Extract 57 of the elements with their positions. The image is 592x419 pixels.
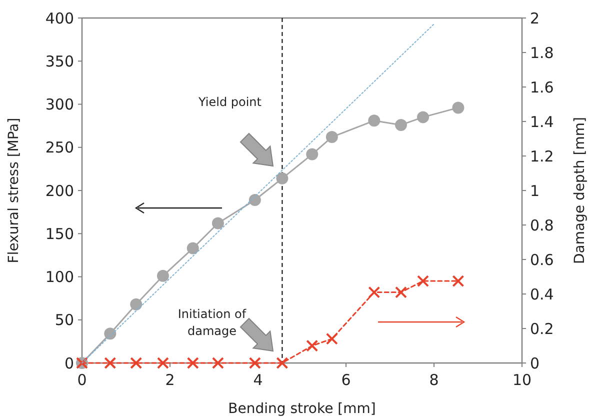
point xyxy=(452,102,464,114)
point xyxy=(186,357,199,369)
y-tick-label: 200 xyxy=(45,182,74,200)
y2-axis-title: Damage depth [mm] xyxy=(572,117,588,264)
y-tick-label: 100 xyxy=(45,268,74,286)
y2-tick-label: 0 xyxy=(530,354,540,372)
point xyxy=(276,357,288,369)
point xyxy=(368,286,380,298)
point xyxy=(276,172,288,184)
point xyxy=(395,286,407,298)
point xyxy=(452,275,464,288)
point xyxy=(130,357,142,369)
annotation: Initiation of damage xyxy=(178,307,247,338)
y2-tick-label: 0.8 xyxy=(530,216,554,234)
point xyxy=(186,242,199,254)
y-tick-label: 350 xyxy=(45,52,74,70)
y2-tick-label: 0.2 xyxy=(530,320,554,338)
point xyxy=(156,357,169,369)
x-tick-label: 0 xyxy=(77,371,87,389)
y-tick-label: 50 xyxy=(54,311,74,330)
y2-tick-label: 1.2 xyxy=(530,147,554,166)
y2-tick-label: 0.6 xyxy=(530,250,554,269)
y-tick-label: 400 xyxy=(45,9,74,28)
y-tick-label: 300 xyxy=(45,96,74,114)
y2-tick-label: 2 xyxy=(530,9,540,28)
x-tick-label: 8 xyxy=(429,371,439,389)
point xyxy=(368,114,380,127)
y2-tick-label: 1.8 xyxy=(530,44,554,62)
y2-tick-label: 1 xyxy=(530,182,540,200)
point xyxy=(417,111,429,124)
point xyxy=(104,357,116,369)
y2-tick-label: 1.6 xyxy=(530,78,554,96)
y-tick-label: 0 xyxy=(64,354,74,372)
point xyxy=(306,340,318,352)
point xyxy=(212,217,224,230)
point xyxy=(417,275,429,288)
point xyxy=(156,270,169,282)
x-tick-label: 2 xyxy=(165,371,175,389)
annotation: Yield point xyxy=(198,95,262,109)
point xyxy=(306,148,318,160)
y2-tick-label: 1.4 xyxy=(530,112,554,131)
y-tick-label: 150 xyxy=(45,224,74,243)
point xyxy=(326,332,338,345)
point xyxy=(248,357,261,369)
x-axis-title: Bending stroke [mm] xyxy=(228,401,376,417)
point xyxy=(248,194,261,206)
y2-tick-label: 0.4 xyxy=(530,285,554,304)
point xyxy=(130,298,142,310)
point xyxy=(212,357,224,369)
point xyxy=(326,131,338,144)
point xyxy=(104,328,116,340)
x-tick-label: 6 xyxy=(341,371,351,389)
x-tick-label: 4 xyxy=(253,371,263,389)
point xyxy=(395,118,407,131)
y-tick-label: 250 xyxy=(45,138,74,157)
x-tick-label: 10 xyxy=(512,371,532,389)
y-axis-title: Flexural stress [MPa] xyxy=(6,118,22,264)
